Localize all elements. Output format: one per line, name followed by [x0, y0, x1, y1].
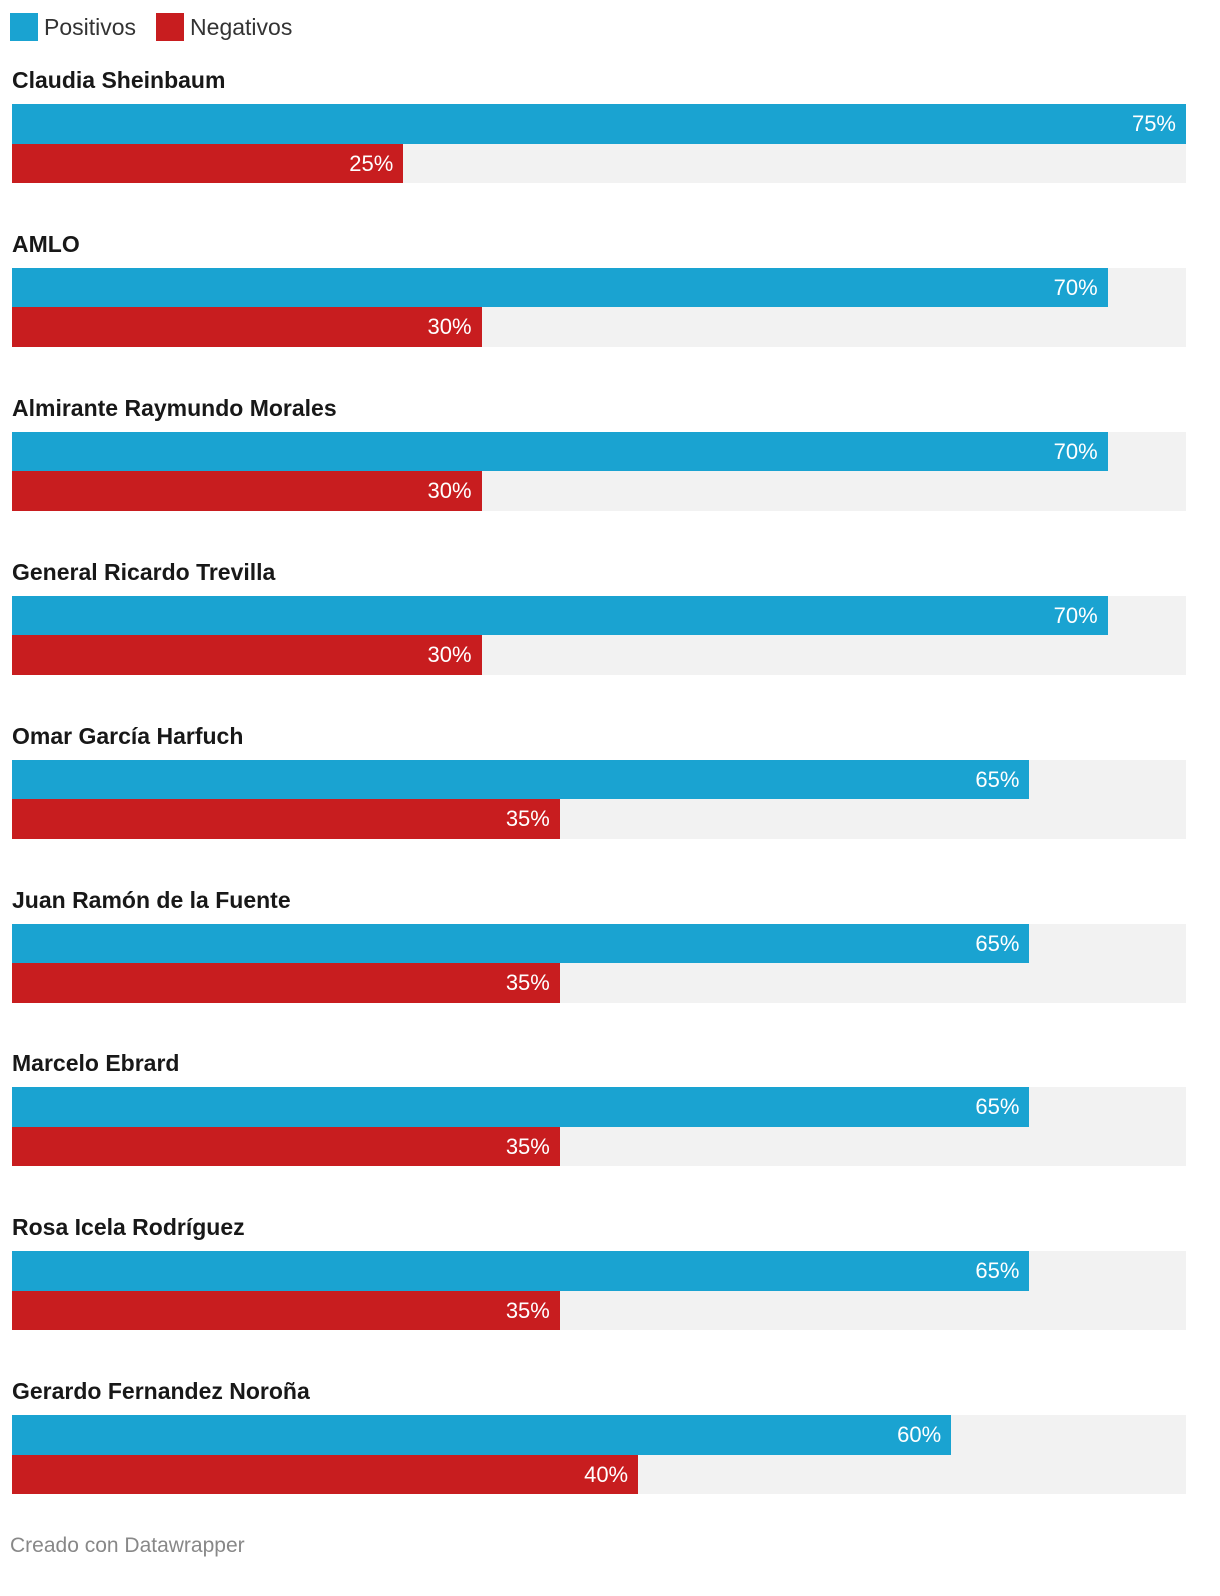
bar-negativos	[12, 799, 560, 839]
bar-value-label: 30%	[427, 642, 472, 668]
bar-track-negativos: 30%	[12, 307, 1186, 347]
group-title: Juan Ramón de la Fuente	[12, 886, 291, 913]
bar-negativos	[12, 307, 482, 347]
bar-track-negativos: 30%	[12, 635, 1186, 675]
bar-negativos	[12, 471, 482, 511]
bar-track-positivos: 60%	[12, 1415, 1186, 1455]
legend-item-negativos: Negativos	[156, 13, 292, 41]
bar-positivos	[12, 1087, 1030, 1127]
bar-track-positivos: 65%	[12, 1087, 1186, 1127]
group-title: Marcelo Ebrard	[12, 1050, 180, 1077]
bar-value-label: 60%	[897, 1422, 942, 1448]
bar-positivos	[12, 104, 1186, 144]
bar-value-label: 65%	[975, 1094, 1020, 1120]
bar-negativos	[12, 1454, 639, 1495]
legend-item-positivos: Positivos	[10, 13, 136, 41]
bar-track-negativos: 35%	[12, 1290, 1186, 1331]
bar-track-positivos: 70%	[12, 595, 1186, 636]
bar-track-negativos: 25%	[12, 143, 1186, 183]
bar-positivos	[12, 595, 1108, 636]
bar-value-label: 65%	[975, 930, 1020, 956]
bar-value-label: 35%	[505, 806, 550, 832]
bar-value-label: 70%	[1053, 602, 1098, 628]
bar-positivos	[12, 1251, 1030, 1291]
bar-value-label: 35%	[505, 970, 550, 995]
bar-value-label: 70%	[1053, 438, 1098, 464]
bar-track-negativos: 30%	[12, 471, 1186, 511]
bar-value-label: 35%	[505, 1133, 550, 1159]
group-title: Rosa Icela Rodríguez	[12, 1214, 245, 1241]
bar-track-positivos: 65%	[12, 1251, 1186, 1291]
bar-value-label: 70%	[1053, 274, 1098, 300]
legend-label-positivos: Positivos	[44, 14, 137, 40]
bar-track-positivos: 70%	[12, 431, 1186, 472]
bar-negativos	[12, 143, 404, 183]
footer-credit: Creado con Datawrapper	[10, 1534, 245, 1557]
bar-track-negativos: 35%	[12, 799, 1186, 839]
group-title: Gerardo Fernandez Noroña	[12, 1378, 310, 1405]
bar-negativos	[12, 1126, 560, 1167]
bar-positivos	[12, 759, 1030, 800]
bar-positivos	[12, 267, 1108, 308]
group-title: General Ricardo Trevilla	[12, 558, 276, 585]
bar-positivos	[12, 923, 1030, 963]
legend-swatch-positivos	[10, 13, 38, 41]
group-title: Omar García Harfuch	[12, 722, 244, 749]
bar-negativos	[12, 635, 482, 675]
bar-value-label: 25%	[349, 150, 394, 176]
bar-track-positivos: 65%	[12, 923, 1186, 963]
bar-negativos	[12, 1290, 560, 1331]
bar-track-positivos: 70%	[12, 267, 1186, 308]
bar-value-label: 40%	[584, 1461, 629, 1487]
bar-value-label: 30%	[427, 314, 472, 340]
bar-value-label: 65%	[975, 766, 1020, 792]
bar-track-positivos: 65%	[12, 759, 1186, 800]
legend-label-negativos: Negativos	[190, 14, 293, 40]
group-title: AMLO	[12, 230, 80, 257]
bar-value-label: 75%	[1131, 111, 1176, 136]
legend: Positivos Negativos	[10, 12, 312, 42]
bar-value-label: 30%	[427, 478, 472, 504]
bar-value-label: 35%	[505, 1297, 550, 1323]
bar-positivos	[12, 431, 1108, 472]
bar-track-negativos: 35%	[12, 1126, 1186, 1167]
bar-positivos	[12, 1415, 952, 1455]
group-title: Claudia Sheinbaum	[12, 67, 226, 93]
group-title: Almirante Raymundo Morales	[12, 394, 337, 421]
bar-track-positivos: 75%	[12, 104, 1186, 144]
bar-negativos	[12, 963, 560, 1003]
legend-swatch-negativos	[156, 13, 185, 41]
bar-track-negativos: 35%	[12, 963, 1186, 1003]
bar-value-label: 65%	[975, 1258, 1020, 1284]
bar-track-negativos: 40%	[12, 1454, 1186, 1495]
